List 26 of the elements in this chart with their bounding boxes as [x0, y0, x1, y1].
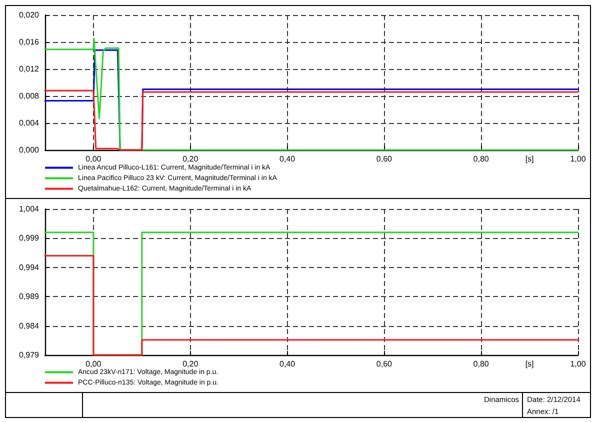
x-tick-label: 1,00 [570, 360, 586, 368]
x-axis-title: [s] [525, 154, 534, 164]
y-tick-label: 0,004 [18, 118, 40, 128]
x-tick-label: 0,00 [86, 154, 102, 164]
y-tick-label: 0,999 [18, 234, 40, 243]
x-tick-label: 0,60 [376, 360, 393, 368]
y-tick-label: 0,989 [18, 292, 40, 302]
y-tick-label: 0,016 [18, 38, 40, 46]
x-tick-label: 0,00 [86, 360, 102, 368]
x-tick-label: 0,80 [473, 154, 490, 164]
x-tick-label: 1,00 [570, 154, 586, 164]
y-tick-label: 0,984 [18, 321, 40, 330]
y-tick-label: 0,012 [18, 64, 40, 74]
x-tick-label: 0,20 [182, 360, 199, 368]
x-tick-label: 0,80 [473, 360, 490, 368]
y-tick-label: 0,020 [18, 10, 40, 20]
x-tick-label: 0,40 [279, 360, 296, 368]
y-tick-label: 0,000 [18, 146, 40, 154]
x-axis-title: [s] [525, 360, 534, 368]
y-tick-label: 0,979 [18, 350, 40, 360]
y-tick-label: 1,004 [18, 204, 40, 214]
y-tick-label: 0,008 [18, 92, 40, 100]
x-tick-label: 0,40 [279, 154, 296, 164]
x-tick-label: 0,60 [376, 154, 393, 164]
y-tick-label: 0,994 [18, 262, 40, 272]
x-tick-label: 0,20 [182, 154, 199, 164]
